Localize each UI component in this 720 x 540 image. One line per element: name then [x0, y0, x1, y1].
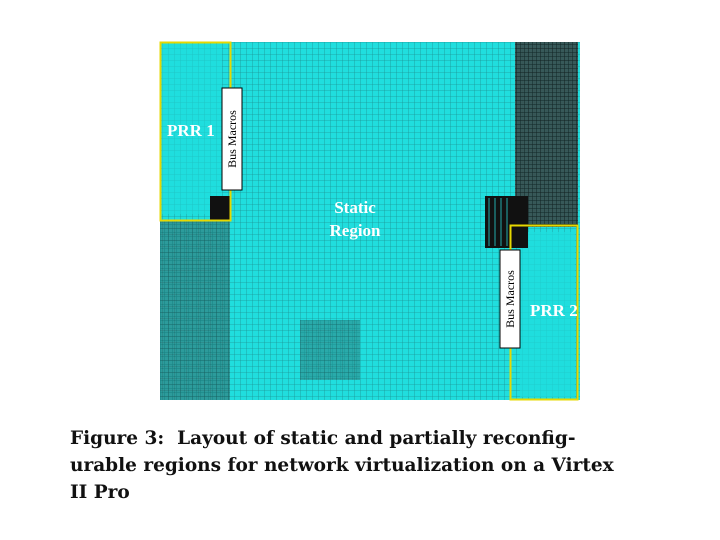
layout-image [159, 41, 580, 401]
static-label: Region [330, 221, 382, 240]
caption-line: II Pro [70, 482, 130, 503]
caption-line: urable regions for network virtualizatio… [70, 455, 615, 476]
bus-macros-label: Bus Macros [503, 270, 517, 328]
bus-macros-label: Bus Macros [225, 110, 239, 168]
caption-line: Figure 3: Layout of static and partially… [70, 428, 576, 449]
static-label: Static [334, 198, 376, 217]
prr2-label: PRR 2 [530, 301, 578, 320]
prr1-label: PRR 1 [167, 121, 215, 140]
